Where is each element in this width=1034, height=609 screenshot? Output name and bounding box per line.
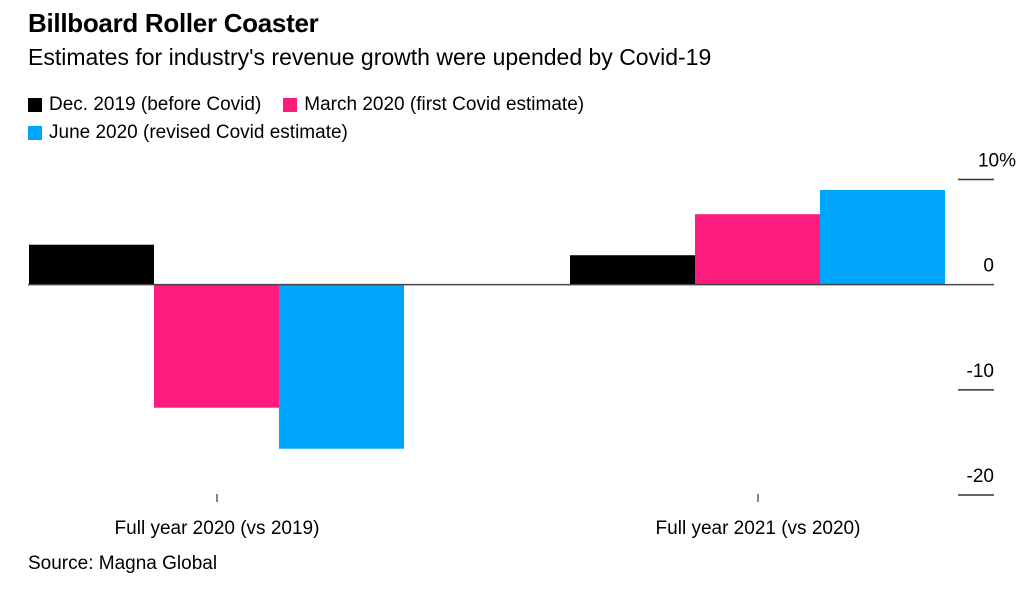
x-tick-label-full-year-2020-vs-2019: Full year 2020 (vs 2019) bbox=[115, 518, 320, 539]
x-axis: Full year 2020 (vs 2019) Full year 2021 (… bbox=[115, 494, 861, 539]
chart-title: Billboard Roller Coaster bbox=[28, 8, 319, 38]
chart-subtitle: Estimates for industry's revenue growth … bbox=[28, 44, 712, 70]
bar-dec-2019-before-covid-full-year-2020-vs-2019 bbox=[29, 244, 154, 285]
legend-swatch-dec-2019 bbox=[28, 98, 42, 112]
legend-item-march-2020: March 2020 (first Covid estimate) bbox=[283, 91, 584, 119]
bar-march-2020-first-covid-estimate-full-year-2021-vs-2020 bbox=[695, 214, 820, 285]
legend-label-june-2020: June 2020 (revised Covid estimate) bbox=[49, 122, 348, 143]
legend-item-dec-2019: Dec. 2019 (before Covid) bbox=[28, 91, 261, 119]
y-axis: 10% 0 -10 -20 bbox=[28, 151, 1016, 496]
x-tick-label-full-year-2021-vs-2020: Full year 2021 (vs 2020) bbox=[656, 518, 861, 539]
source-note: Source: Magna Global bbox=[28, 553, 218, 574]
legend-label-march-2020: March 2020 (first Covid estimate) bbox=[304, 94, 585, 115]
legend-swatch-june-2020 bbox=[28, 126, 42, 140]
legend-label-dec-2019: Dec. 2019 (before Covid) bbox=[49, 94, 262, 115]
y-tick-label-2: -10 bbox=[967, 361, 994, 382]
legend-item-june-2020: June 2020 (revised Covid estimate) bbox=[28, 119, 348, 147]
y-tick-label-3: -20 bbox=[967, 466, 994, 487]
bars-group bbox=[29, 190, 945, 449]
bar-dec-2019-before-covid-full-year-2021-vs-2020 bbox=[570, 255, 695, 285]
legend-swatch-march-2020 bbox=[283, 98, 298, 112]
y-tick-label-0: 10% bbox=[978, 151, 1016, 172]
y-tick-label-1: 0 bbox=[983, 256, 994, 277]
bar-june-2020-revised-covid-estimate-full-year-2020-vs-2019 bbox=[279, 284, 404, 449]
legend: Dec. 2019 (before Covid) March 2020 (fir… bbox=[28, 91, 606, 147]
bar-march-2020-first-covid-estimate-full-year-2020-vs-2019 bbox=[154, 284, 279, 408]
bar-june-2020-revised-covid-estimate-full-year-2021-vs-2020 bbox=[820, 190, 945, 285]
